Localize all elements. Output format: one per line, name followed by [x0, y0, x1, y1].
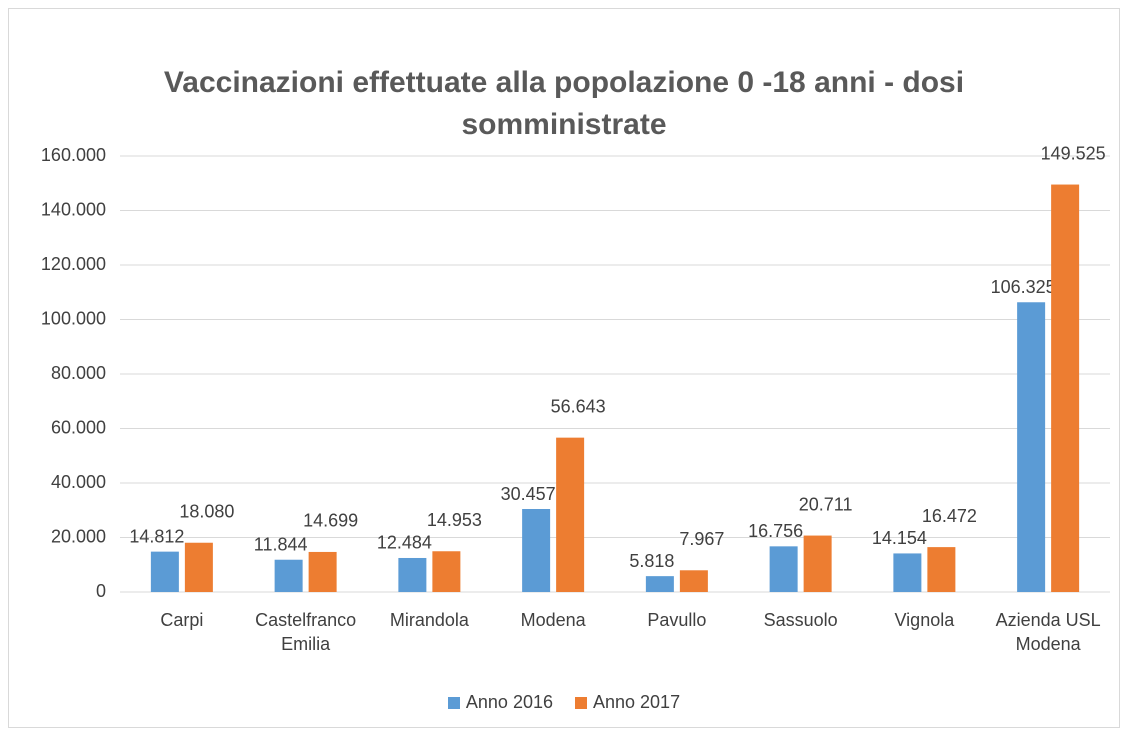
bar: [398, 557, 427, 592]
x-tick-label: Vignola: [894, 610, 955, 630]
data-label: 5.818: [629, 551, 674, 571]
x-tick-label: Mirandola: [389, 610, 469, 630]
legend-swatch: [447, 696, 460, 709]
data-label: 16.472: [922, 506, 977, 526]
bar: [150, 551, 179, 592]
y-tick-label: 60.000: [51, 417, 106, 437]
data-label: 14.154: [872, 528, 927, 548]
y-tick-label: 100.000: [41, 308, 106, 328]
y-tick-label: 120.000: [41, 254, 106, 274]
bar: [432, 551, 461, 592]
y-tick-label: 160.000: [41, 145, 106, 165]
x-tick-label: Carpi: [160, 610, 204, 630]
bar: [274, 559, 303, 592]
data-label: 18.080: [179, 501, 234, 521]
chart-border: [8, 8, 1120, 728]
y-tick-label: 0: [96, 581, 106, 601]
y-tick-label: 40.000: [51, 472, 106, 492]
y-tick-label: 20.000: [51, 526, 106, 546]
bar: [803, 535, 832, 592]
legend-item: Anno 2016: [447, 692, 553, 713]
x-tick-label: Castelfranco Emilia: [255, 610, 357, 654]
legend: Anno 2016 Anno 2017: [0, 692, 1128, 713]
legend-swatch: [575, 696, 587, 709]
bar: [1017, 302, 1046, 592]
bar: [769, 546, 798, 592]
chart-title: Vaccinazioni effettuate alla popolazione…: [163, 66, 965, 141]
bar: [645, 576, 674, 592]
data-label: 11.844: [254, 534, 308, 554]
data-label: 14.953: [427, 510, 482, 530]
data-label: 106.325: [991, 277, 1056, 297]
bar: [184, 542, 213, 592]
x-tick-label: Sassuolo: [763, 610, 838, 630]
data-label: 16.756: [748, 521, 803, 541]
x-tick-label: Modena: [520, 610, 586, 630]
data-label: 14.699: [303, 511, 358, 531]
data-label: 30.457: [501, 484, 556, 504]
data-label: 56.643: [551, 396, 606, 416]
data-label: 7.967: [679, 529, 724, 549]
bar: [556, 437, 585, 592]
data-label: 14.812: [129, 526, 184, 546]
data-label: 12.484: [377, 533, 432, 553]
legend-label: Anno 2017: [593, 692, 681, 712]
bar: [522, 509, 551, 592]
x-tick-label: Pavullo: [647, 610, 707, 630]
legend-item: Anno 2017: [575, 692, 680, 713]
bar: [893, 553, 922, 592]
bar: [1051, 184, 1080, 592]
bar: [679, 570, 708, 592]
data-label: 20.711: [799, 494, 853, 514]
bar: [927, 547, 956, 592]
legend-label: Anno 2016: [465, 692, 553, 712]
y-tick-label: 80.000: [51, 363, 106, 383]
y-tick-label: 140.000: [41, 199, 106, 219]
x-tick-label: Azienda USL Modena: [995, 610, 1101, 654]
bar: [308, 551, 337, 592]
data-label: 149.525: [1041, 143, 1106, 163]
